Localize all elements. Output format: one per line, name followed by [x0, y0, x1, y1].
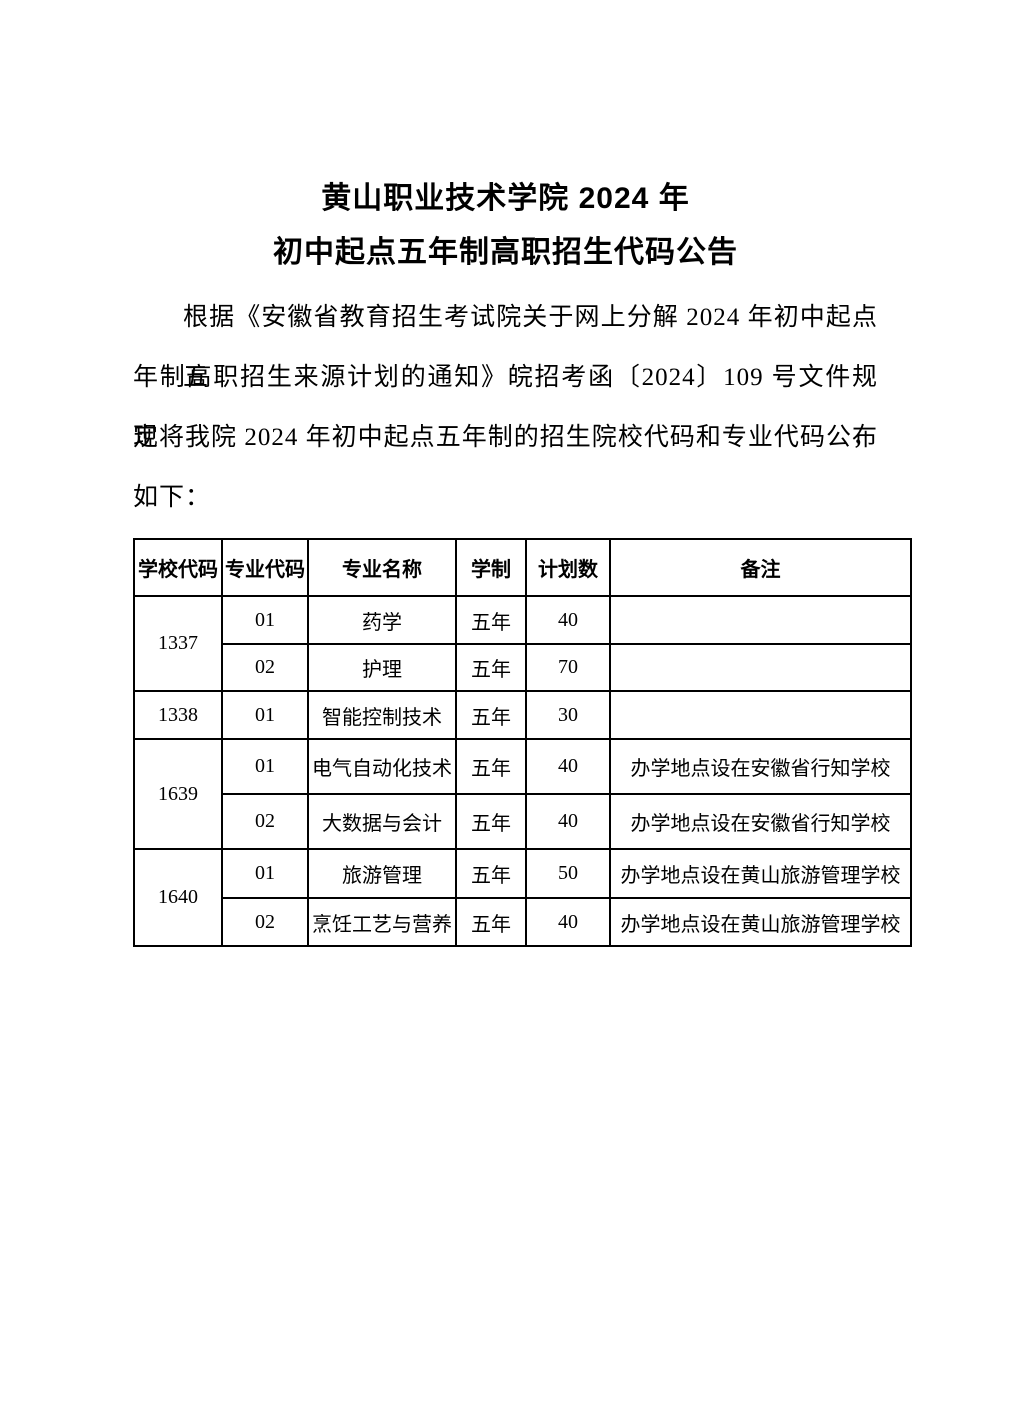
cell-major-code: 01: [221, 595, 309, 645]
cell-plan-count: 40: [525, 595, 611, 645]
intro-paragraph-line-4: 如下：: [133, 484, 212, 511]
intro-paragraph-line-1: 根据《安徽省教育招生考试院关于网上分解 2024 年初中起点五: [183, 304, 878, 391]
intro-paragraph: 根据《安徽省教育招生考试院关于网上分解 2024 年初中起点五 年制高职招生来源…: [133, 288, 878, 528]
header-school-code: 学校代码: [133, 538, 223, 597]
cell-plan-count: 70: [525, 643, 611, 692]
cell-plan-count: 40: [525, 738, 611, 795]
cell-major-code: 01: [221, 738, 309, 795]
cell-remark: 办学地点设在黄山旅游管理学校: [609, 848, 912, 899]
cell-plan-count: 30: [525, 690, 611, 740]
table-row: 02 护理 五年 70: [134, 643, 912, 692]
cell-school-code: 1337: [133, 595, 223, 692]
cell-remark: [609, 690, 912, 740]
intro-paragraph-line-2: 年制高职招生来源计划的通知》皖招考函〔2024〕109 号文件规定，: [133, 364, 878, 451]
cell-school-code: 1639: [133, 738, 223, 850]
cell-duration: 五年: [455, 793, 527, 850]
cell-duration: 五年: [455, 897, 527, 947]
table-row: 1640 01 旅游管理 五年 50 办学地点设在黄山旅游管理学校: [133, 848, 912, 947]
header-duration: 学制: [455, 538, 527, 597]
header-major-code: 专业代码: [221, 538, 309, 597]
cell-major-code: 01: [221, 848, 309, 899]
table-row: 02 大数据与会计 五年 40 办学地点设在安徽省行知学校: [134, 793, 912, 850]
document-title-line-2: 初中起点五年制高职招生代码公告: [273, 236, 738, 269]
cell-major-name: 烹饪工艺与营养: [307, 897, 457, 947]
cell-duration: 五年: [455, 690, 527, 740]
header-major-name: 专业名称: [307, 538, 457, 597]
cell-duration: 五年: [455, 643, 527, 692]
cell-remark: 办学地点设在黄山旅游管理学校: [609, 897, 912, 947]
document-title-line-1: 黄山职业技术学院 2024 年: [321, 182, 690, 215]
cell-major-code: 02: [221, 793, 309, 850]
table-row: 02 烹饪工艺与营养 五年 40 办学地点设在黄山旅游管理学校: [134, 897, 912, 947]
cell-major-name: 护理: [307, 643, 457, 692]
cell-duration: 五年: [455, 595, 527, 645]
table-row: 1337 01 药学 五年 40: [133, 595, 912, 692]
cell-major-name: 大数据与会计: [307, 793, 457, 850]
intro-paragraph-line-3: 现将我院 2024 年初中起点五年制的招生院校代码和专业代码公布: [133, 424, 878, 451]
cell-plan-count: 40: [525, 897, 611, 947]
cell-major-code: 02: [221, 897, 309, 947]
cell-duration: 五年: [455, 848, 527, 899]
header-plan-count: 计划数: [525, 538, 611, 597]
cell-major-name: 旅游管理: [307, 848, 457, 899]
cell-duration: 五年: [455, 738, 527, 795]
cell-major-code: 01: [221, 690, 309, 740]
cell-major-name: 药学: [307, 595, 457, 645]
cell-remark: 办学地点设在安徽省行知学校: [609, 738, 912, 795]
table-row: 1639 01 电气自动化技术 五年 40 办学地点设在安徽省行知学校: [133, 738, 912, 850]
cell-major-code: 02: [221, 643, 309, 692]
cell-major-name: 智能控制技术: [307, 690, 457, 740]
header-remark: 备注: [609, 538, 912, 597]
cell-school-code: 1338: [133, 690, 223, 740]
admission-codes-table: 学校代码 专业代码 专业名称 学制 计划数 备注 1337 01 药学 五年 4…: [133, 538, 912, 947]
cell-remark: 办学地点设在安徽省行知学校: [609, 793, 912, 850]
cell-remark: [609, 595, 912, 645]
table-header-row: 学校代码 专业代码 专业名称 学制 计划数 备注: [133, 538, 912, 597]
table-row: 1338 01 智能控制技术 五年 30: [133, 690, 912, 740]
cell-school-code: 1640: [133, 848, 223, 947]
cell-major-name: 电气自动化技术: [307, 738, 457, 795]
cell-plan-count: 50: [525, 848, 611, 899]
cell-remark: [609, 643, 912, 692]
cell-plan-count: 40: [525, 793, 611, 850]
